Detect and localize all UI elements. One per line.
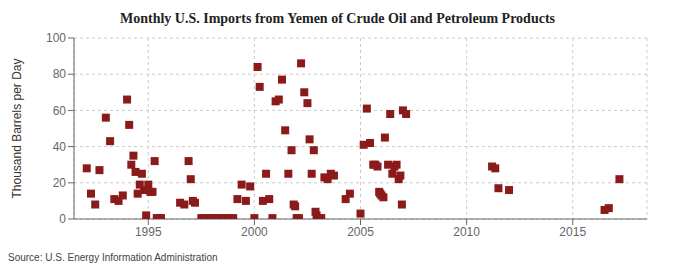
svg-text:2015: 2015 [559,225,586,239]
svg-text:40: 40 [53,140,67,154]
svg-text:2010: 2010 [453,225,480,239]
svg-text:80: 80 [53,67,67,81]
html-text:Source: U.S. Energy Informatio: Source: U.S. Energy Information Administ… [8,252,218,263]
svg-text:20: 20 [53,176,67,190]
svg-text:60: 60 [53,104,67,118]
svg-text:1995: 1995 [135,225,162,239]
svg-text:2005: 2005 [347,225,374,239]
svg-text:100: 100 [46,31,66,45]
svg-text:2000: 2000 [241,225,268,239]
svg-text:0: 0 [59,212,66,226]
svg-text:Thousand Barrels per Day: Thousand Barrels per Day [10,58,24,198]
html-text:Monthly U.S. Imports from Yeme: Monthly U.S. Imports from Yemen of Crude… [120,11,555,26]
